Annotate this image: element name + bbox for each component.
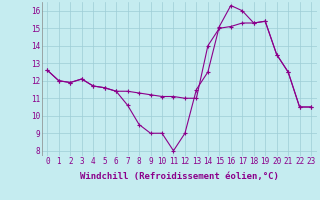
X-axis label: Windchill (Refroidissement éolien,°C): Windchill (Refroidissement éolien,°C): [80, 172, 279, 181]
